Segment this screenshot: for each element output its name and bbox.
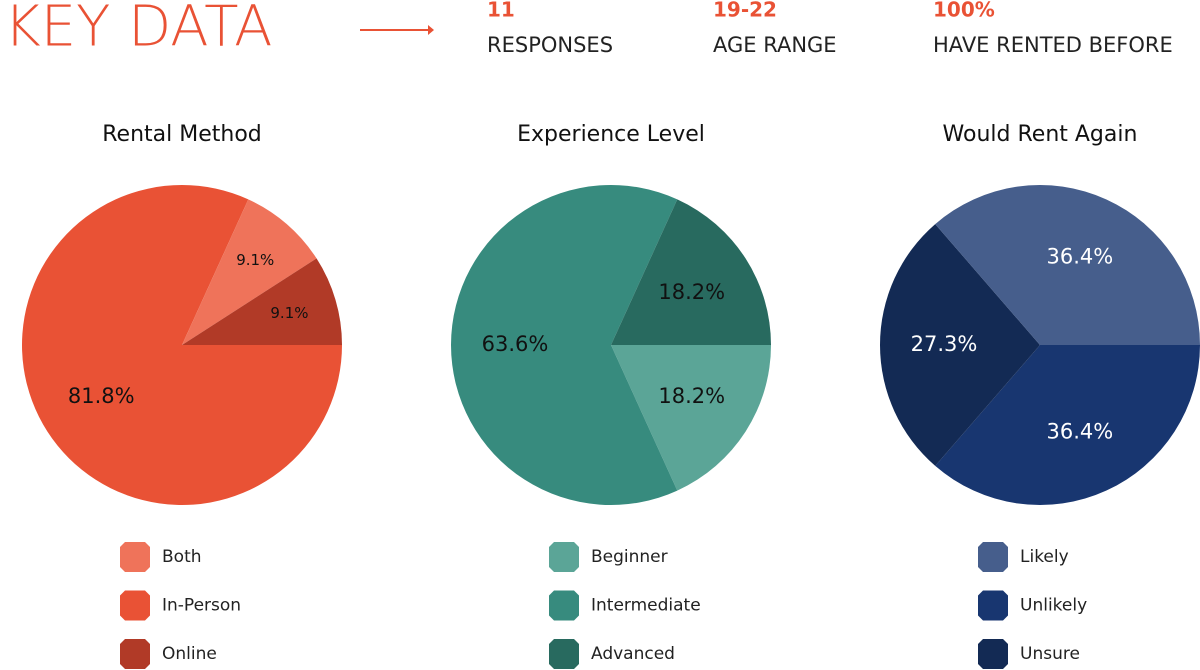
- pie-slice: [611, 345, 771, 491]
- stat-value: 19-22: [713, 0, 777, 22]
- page-title: KEY DATA: [4, 0, 272, 59]
- legend-swatch: [978, 639, 1008, 669]
- data-label: 63.6%: [482, 332, 549, 356]
- data-label: 18.2%: [658, 384, 725, 408]
- pie-slice: [880, 224, 1040, 466]
- data-label: 9.1%: [236, 251, 274, 269]
- legend-swatch: [120, 590, 150, 621]
- stat-label: RESPONSES: [487, 33, 613, 57]
- data-label: 9.1%: [270, 304, 308, 322]
- chart-title: Rental Method: [102, 122, 262, 147]
- legend-label: Online: [162, 644, 217, 664]
- legend-label: Intermediate: [591, 596, 701, 616]
- legend-swatch: [978, 590, 1008, 621]
- legend-label: In-Person: [162, 596, 241, 616]
- data-label: 36.4%: [1047, 245, 1114, 269]
- stat-label: HAVE RENTED BEFORE: [933, 33, 1173, 57]
- data-label: 81.8%: [68, 384, 135, 408]
- legend-swatch: [549, 590, 579, 621]
- legend-label: Beginner: [591, 547, 668, 567]
- legend-swatch: [120, 639, 150, 669]
- stat-label: AGE RANGE: [713, 33, 837, 57]
- legend-label: Both: [162, 547, 202, 567]
- legend-label: Likely: [1020, 547, 1069, 567]
- pie-slice: [182, 258, 342, 345]
- pie-slice: [611, 199, 771, 345]
- pie-slice: [451, 184, 678, 506]
- legend-label: Unlikely: [1020, 596, 1087, 616]
- stat-value: 11: [487, 0, 515, 22]
- chart-title: Would Rent Again: [943, 122, 1138, 147]
- arrow-head: [428, 25, 434, 35]
- data-label: 18.2%: [658, 280, 725, 304]
- chart-title: Experience Level: [517, 122, 705, 147]
- pie-slice: [935, 185, 1200, 345]
- legend-swatch: [549, 542, 579, 572]
- pie-slice: [935, 345, 1200, 505]
- data-label: 36.4%: [1047, 419, 1114, 443]
- legend-label: Unsure: [1020, 644, 1080, 664]
- stat-value: 100%: [933, 0, 995, 22]
- legend-label: Advanced: [591, 644, 675, 664]
- pie-slice: [182, 199, 317, 345]
- legend-swatch: [120, 542, 150, 572]
- legend-swatch: [978, 542, 1008, 572]
- legend-swatch: [549, 639, 579, 669]
- data-label: 27.3%: [911, 332, 978, 356]
